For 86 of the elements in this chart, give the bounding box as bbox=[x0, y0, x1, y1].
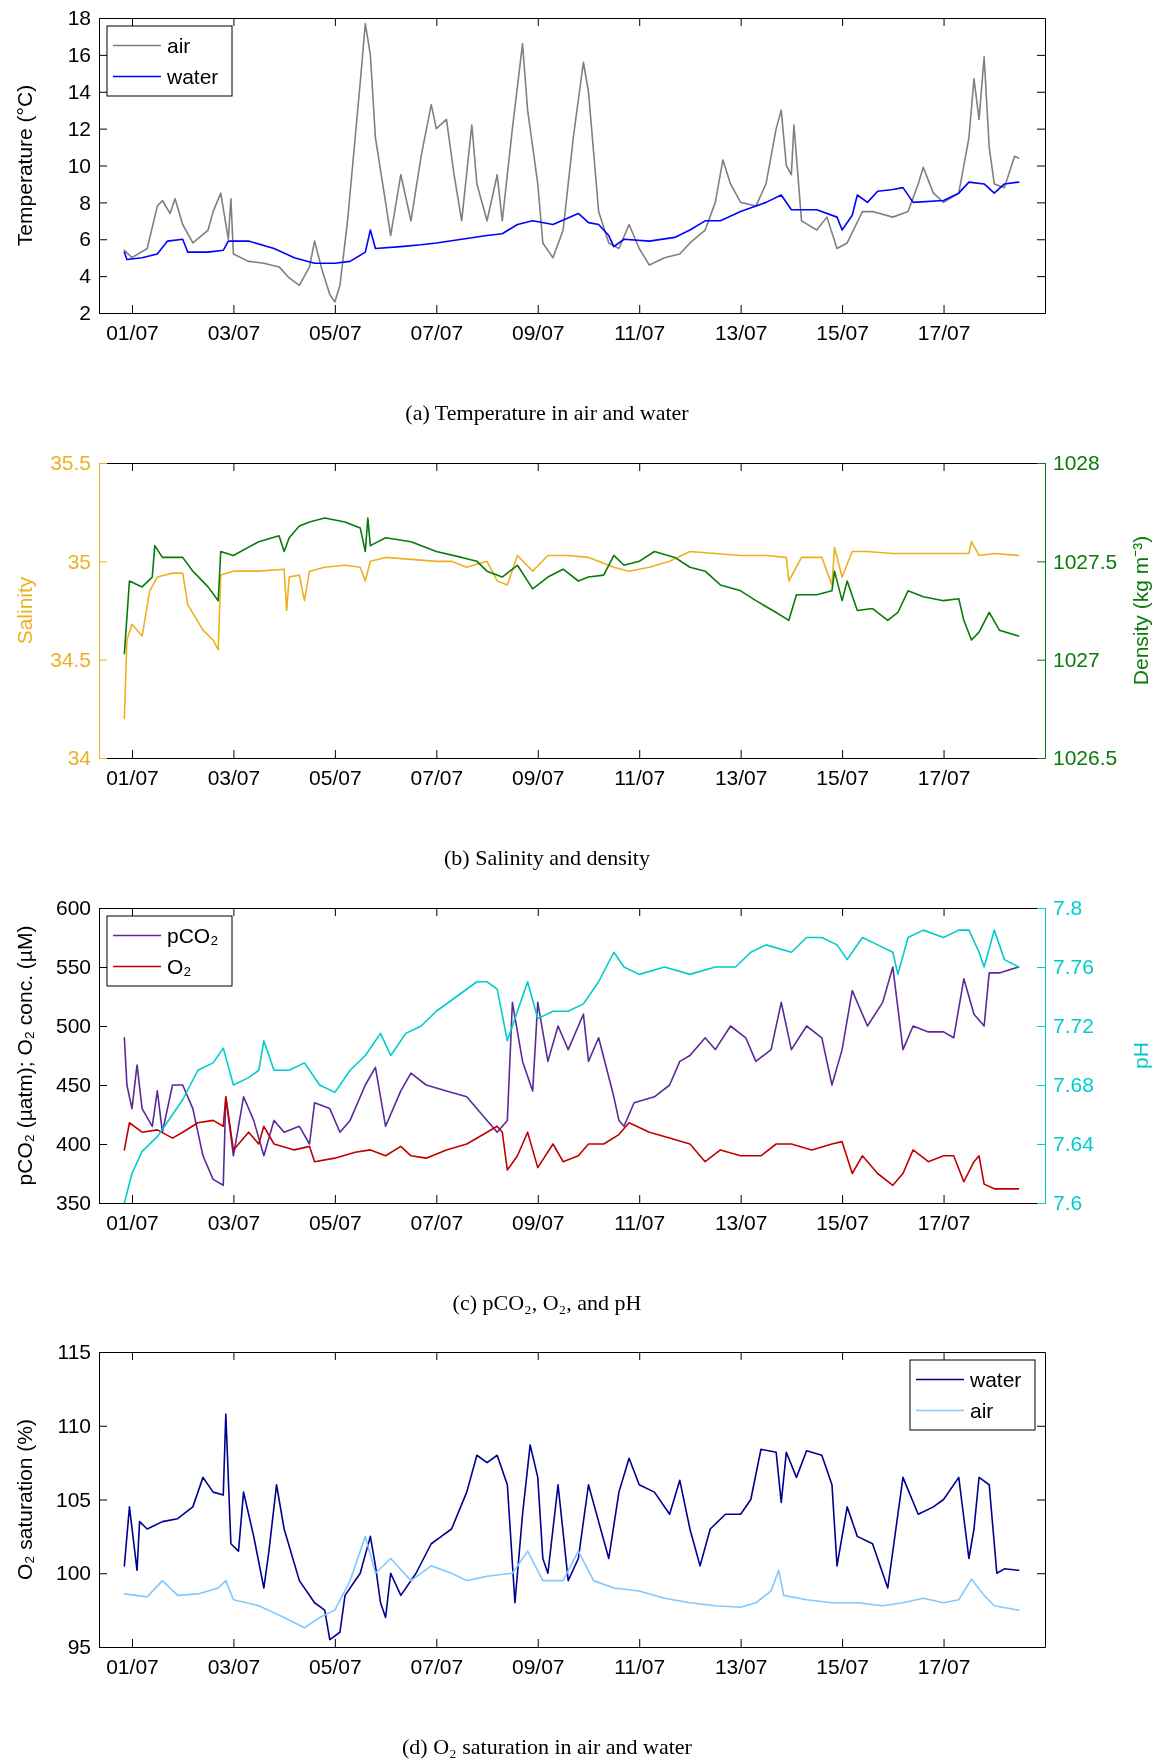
y-axis-title: Temperature (°C) bbox=[13, 84, 36, 247]
y-tick-label: 2 bbox=[79, 301, 91, 325]
legend-label: air bbox=[970, 1398, 994, 1422]
text: (c) pCO₂, O₂, and pH bbox=[452, 1290, 642, 1315]
y-tick-label: 16 bbox=[67, 43, 91, 67]
text: (a) Temperature in air and water bbox=[405, 400, 690, 425]
x-tick-label: 07/07 bbox=[410, 1210, 464, 1234]
y-tick-label: 350 bbox=[55, 1191, 91, 1215]
legend-label: O₂ bbox=[167, 954, 192, 978]
y2-tick-label: 1027.5 bbox=[1053, 549, 1118, 573]
y2-tick-label: 1028 bbox=[1053, 451, 1100, 475]
y-tick-label: 12 bbox=[67, 116, 91, 140]
x-tick-label: 03/07 bbox=[207, 1654, 261, 1678]
x-tick-label: 17/07 bbox=[917, 1654, 971, 1678]
x-tick-label: 01/07 bbox=[106, 765, 159, 789]
y-tick-label: 500 bbox=[55, 1014, 91, 1038]
y-axis-title: Salinity bbox=[13, 576, 36, 645]
x-tick-label: 03/07 bbox=[207, 1210, 261, 1234]
y2-tick-label: 7.64 bbox=[1053, 1132, 1095, 1156]
y2-axis-title: Density (kg m⁻³) bbox=[1129, 535, 1152, 686]
x-tick-label: 15/07 bbox=[816, 765, 869, 789]
y-tick-label: 450 bbox=[55, 1073, 91, 1097]
text: (d) O₂ saturation in air and water bbox=[402, 1734, 693, 1759]
y-tick-label: 18 bbox=[67, 6, 91, 30]
x-tick-label: 17/07 bbox=[917, 320, 971, 344]
x-tick-label: 11/07 bbox=[614, 1210, 666, 1234]
y-tick-label: 110 bbox=[57, 1413, 91, 1437]
x-tick-label: 09/07 bbox=[511, 765, 565, 789]
x-tick-label: 05/07 bbox=[309, 765, 362, 789]
y-tick-label: 400 bbox=[55, 1132, 91, 1156]
x-tick-label: 05/07 bbox=[309, 1654, 362, 1678]
x-tick-label: 05/07 bbox=[309, 1210, 362, 1234]
x-tick-label: 15/07 bbox=[816, 1210, 869, 1234]
x-tick-label: 17/07 bbox=[917, 1210, 971, 1234]
x-tick-label: 13/07 bbox=[714, 320, 768, 344]
x-tick-label: 07/07 bbox=[410, 320, 464, 344]
text: (b) Salinity and density bbox=[444, 845, 650, 870]
x-tick-label: 07/07 bbox=[410, 765, 464, 789]
x-tick-label: 09/07 bbox=[511, 1654, 565, 1678]
y-tick-label: 550 bbox=[55, 955, 91, 979]
y-axis-title: O₂ saturation (%) bbox=[13, 1418, 36, 1581]
y2-tick-label: 7.68 bbox=[1053, 1073, 1094, 1097]
y-tick-label: 4 bbox=[79, 264, 92, 288]
y-tick-label: 10 bbox=[67, 153, 91, 177]
y2-tick-label: 7.76 bbox=[1053, 955, 1094, 979]
x-tick-label: 01/07 bbox=[106, 1654, 159, 1678]
y2-tick-label: 7.72 bbox=[1053, 1014, 1094, 1038]
legend-label: water bbox=[969, 1367, 1022, 1391]
x-tick-label: 01/07 bbox=[106, 320, 159, 344]
legend-label: air bbox=[167, 33, 191, 57]
y-axis-title: pCO₂ (µatm); O₂ conc. (µM) bbox=[13, 925, 36, 1186]
x-tick-label: 11/07 bbox=[614, 320, 666, 344]
x-tick-label: 15/07 bbox=[816, 320, 869, 344]
y-tick-label: 14 bbox=[67, 79, 92, 103]
x-tick-label: 17/07 bbox=[917, 765, 971, 789]
x-tick-label: 03/07 bbox=[207, 765, 261, 789]
legend-label: water bbox=[166, 64, 219, 88]
x-tick-label: 13/07 bbox=[714, 1210, 768, 1234]
x-tick-label: 09/07 bbox=[511, 1210, 565, 1234]
y2-tick-label: 7.6 bbox=[1053, 1191, 1083, 1215]
y2-tick-label: 1027 bbox=[1053, 647, 1100, 671]
legend-label: pCO₂ bbox=[167, 923, 219, 947]
y-tick-label: 600 bbox=[55, 896, 91, 920]
y2-tick-label: 7.8 bbox=[1053, 896, 1083, 920]
y2-axis-title: pH bbox=[1129, 1042, 1152, 1069]
y-tick-label: 100 bbox=[55, 1561, 91, 1585]
x-tick-label: 09/07 bbox=[511, 320, 565, 344]
y2-tick-label: 1026.5 bbox=[1053, 746, 1118, 770]
x-tick-label: 07/07 bbox=[410, 1654, 464, 1678]
y-tick-label: 35.5 bbox=[50, 451, 91, 475]
y-tick-label: 6 bbox=[79, 227, 91, 251]
y-tick-label: 34 bbox=[67, 746, 92, 770]
y-tick-label: 34.5 bbox=[50, 647, 91, 671]
x-tick-label: 03/07 bbox=[207, 320, 261, 344]
y-tick-label: 35 bbox=[67, 549, 91, 573]
x-tick-label: 01/07 bbox=[106, 1210, 159, 1234]
x-tick-label: 05/07 bbox=[309, 320, 362, 344]
y-tick-label: 95 bbox=[67, 1635, 91, 1659]
x-tick-label: 11/07 bbox=[614, 765, 666, 789]
y-tick-label: 105 bbox=[55, 1487, 91, 1511]
x-tick-label: 11/07 bbox=[614, 1654, 666, 1678]
x-tick-label: 13/07 bbox=[714, 765, 768, 789]
y-tick-label: 115 bbox=[57, 1340, 91, 1364]
x-tick-label: 15/07 bbox=[816, 1654, 869, 1678]
y-tick-label: 8 bbox=[79, 190, 91, 214]
x-tick-label: 13/07 bbox=[714, 1654, 768, 1678]
